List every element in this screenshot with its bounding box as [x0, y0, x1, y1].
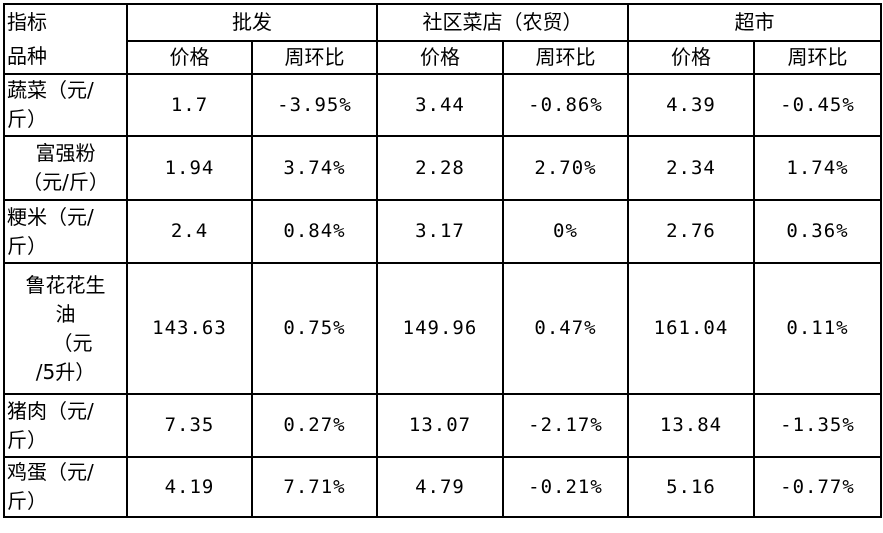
cell-value: 0.84% [251, 199, 378, 264]
cell-value: 149.96 [376, 262, 504, 395]
cell-value: 7.71% [251, 456, 378, 518]
cell-value: -0.21% [502, 456, 629, 518]
row-label-line: （元 [52, 330, 93, 355]
subheader-price: 价格 [627, 39, 755, 76]
cell-value: 1.7 [126, 73, 253, 137]
cell-value: 2.34 [627, 135, 755, 201]
cell-value: 0% [502, 199, 629, 264]
cell-value: 4.39 [627, 73, 755, 137]
cell-value: 13.84 [627, 393, 755, 458]
row-label: 粳米（元/ 斤） [3, 199, 128, 264]
cell-value: 13.07 [376, 393, 504, 458]
cell-value: -3.95% [251, 73, 378, 137]
table-row: 粳米（元/ 斤） 2.4 0.84% 3.17 0% 2.76 0.36% [3, 199, 882, 264]
cell-value: -0.45% [753, 73, 882, 137]
table-row: 富强粉 （元/斤） 1.94 3.74% 2.28 2.70% 2.34 1.7… [3, 135, 882, 201]
cell-value: 0.27% [251, 393, 378, 458]
group-header-wholesale: 批发 [126, 3, 378, 42]
cell-value: 2.4 [126, 199, 253, 264]
table-row: 鲁花花生 油 （元 /5升） 143.63 0.75% 149.96 0.47%… [3, 262, 882, 395]
corner-header: 指标 品种 [3, 3, 128, 75]
cell-value: 3.17 [376, 199, 504, 264]
cell-value: 4.19 [126, 456, 253, 518]
group-header-community-store: 社区菜店（农贸） [376, 3, 629, 42]
row-label-line: /5升） [35, 359, 96, 384]
row-label-line: 油 [55, 301, 76, 326]
cell-value: 143.63 [126, 262, 253, 395]
corner-line-2: 品种 [7, 44, 47, 68]
price-table: 指标 品种 批发 社区菜店（农贸） 超市 价格 周环比 价格 周环比 价格 周环… [3, 3, 882, 518]
header-row-groups: 指标 品种 批发 社区菜店（农贸） 超市 [3, 3, 882, 75]
subheader-price: 价格 [126, 39, 253, 76]
cell-value: 0.36% [753, 199, 882, 264]
cell-value: 161.04 [627, 262, 755, 395]
cell-value: 2.70% [502, 135, 629, 201]
cell-value: 3.44 [376, 73, 504, 137]
row-label: 鲁花花生 油 （元 /5升） [3, 262, 128, 395]
row-label-line: 粳米（元/ [7, 204, 94, 229]
row-label-line: 斤） [7, 427, 47, 452]
cell-value: 3.74% [251, 135, 378, 201]
table-row: 鸡蛋（元/ 斤） 4.19 7.71% 4.79 -0.21% 5.16 -0.… [3, 456, 882, 518]
subheader-wow: 周环比 [502, 39, 629, 76]
cell-value: -1.35% [753, 393, 882, 458]
cell-value: 0.75% [251, 262, 378, 395]
cell-value: -0.77% [753, 456, 882, 518]
header-row-sub: 价格 周环比 价格 周环比 价格 周环比 [4, 39, 882, 76]
row-label-line: 斤） [7, 233, 47, 258]
cell-value: 2.76 [627, 199, 755, 264]
cell-value: 2.28 [376, 135, 504, 201]
cell-value: 0.11% [753, 262, 882, 395]
subheader-wow: 周环比 [251, 39, 378, 76]
cell-value: 7.35 [126, 393, 253, 458]
subheader-price: 价格 [376, 39, 504, 76]
corner-line-1: 指标 [7, 10, 47, 34]
cell-value: 4.79 [376, 456, 504, 518]
cell-value: -0.86% [502, 73, 629, 137]
row-label-line: 鸡蛋（元/ [7, 460, 94, 484]
subheader-wow: 周环比 [753, 39, 882, 76]
table-row: 蔬菜（元/ 斤） 1.7 -3.95% 3.44 -0.86% 4.39 -0.… [3, 73, 882, 137]
row-label: 蔬菜（元/ 斤） [3, 73, 128, 137]
cell-value: 1.94 [126, 135, 253, 201]
row-label-line: 斤） [7, 489, 47, 513]
row-label-line: 猪肉（元/ [7, 398, 94, 423]
cell-value: 5.16 [627, 456, 755, 518]
price-table-container: 指标 品种 批发 社区菜店（农贸） 超市 价格 周环比 价格 周环比 价格 周环… [3, 3, 882, 518]
row-label-line: 斤） [7, 107, 47, 131]
group-header-supermarket: 超市 [627, 3, 882, 42]
row-label: 富强粉 （元/斤） [3, 135, 128, 201]
row-label-line: 鲁花花生 [25, 272, 106, 297]
row-label: 鸡蛋（元/ 斤） [3, 456, 128, 518]
row-label-line: （元/斤） [22, 170, 109, 194]
row-label-line: 蔬菜（元/ [7, 78, 94, 102]
row-label: 猪肉（元/ 斤） [3, 393, 128, 458]
table-row: 猪肉（元/ 斤） 7.35 0.27% 13.07 -2.17% 13.84 -… [3, 393, 882, 458]
cell-value: 0.47% [502, 262, 629, 395]
cell-value: 1.74% [753, 135, 882, 201]
row-label-line: 富强粉 [35, 141, 96, 165]
cell-value: -2.17% [502, 393, 629, 458]
